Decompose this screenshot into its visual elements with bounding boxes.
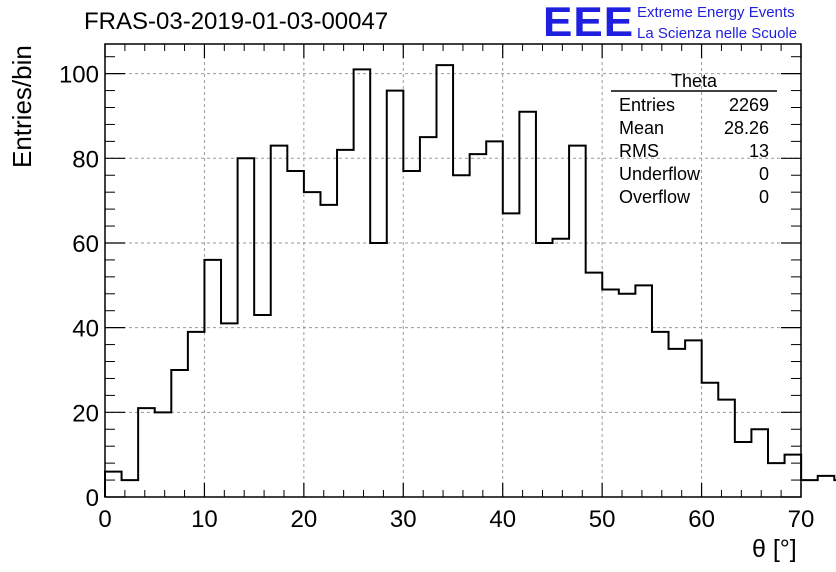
stats-value: 2269 — [729, 95, 769, 115]
y-tick-label: 20 — [72, 400, 99, 427]
stats-value: 0 — [759, 164, 769, 184]
x-tick-label: 70 — [788, 506, 815, 533]
tick-labels: 0 10 20 30 40 50 60 70 0 20 40 60 80 100 — [59, 62, 814, 533]
logo-line-2: La Scienza nelle Scuole — [637, 25, 798, 42]
stats-value: 0 — [759, 187, 769, 207]
y-tick-label: 0 — [86, 485, 99, 512]
eee-logo: EEE — [543, 0, 635, 46]
stats-label: Entries — [619, 95, 675, 115]
stats-value: 28.26 — [724, 118, 769, 138]
chart-title: FRAS-03-2019-01-03-00047 — [84, 8, 389, 35]
x-tick-label: 0 — [98, 506, 111, 533]
x-tick-label: 60 — [688, 506, 715, 533]
y-tick-label: 80 — [72, 146, 99, 173]
stats-label: RMS — [619, 141, 659, 161]
x-tick-label: 30 — [390, 506, 417, 533]
histogram-steps — [104, 64, 836, 497]
stats-value: 13 — [749, 141, 769, 161]
x-tick-label: 40 — [489, 506, 516, 533]
stats-label: Overflow — [619, 187, 691, 207]
y-tick-label: 40 — [72, 316, 99, 343]
stats-label: Underflow — [619, 164, 701, 184]
y-tick-label: 60 — [72, 231, 99, 258]
x-axis-label: θ [°] — [752, 535, 797, 563]
x-tick-label: 10 — [191, 506, 218, 533]
plot-frame — [104, 43, 802, 498]
logo-line-1: Extreme Energy Events — [637, 4, 795, 21]
x-tick-label: 20 — [291, 506, 318, 533]
stats-box: Theta Entries 2269 Mean 28.26 RMS 13 Underflow 0… — [611, 71, 777, 207]
axis-ticks — [104, 44, 802, 498]
stats-label: Mean — [619, 118, 664, 138]
stats-title: Theta — [671, 71, 718, 91]
x-tick-label: 50 — [589, 506, 616, 533]
y-tick-label: 100 — [59, 62, 99, 89]
